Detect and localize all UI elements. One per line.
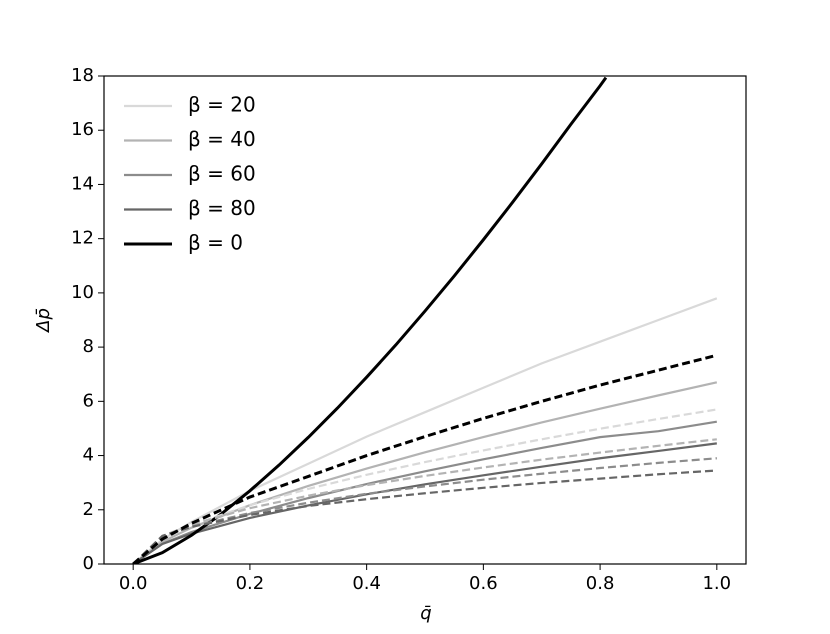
y-tick-label: 2 [83,499,94,520]
y-tick-label: 12 [71,228,94,249]
legend-label: β = 20 [188,93,256,117]
y-tick-label: 0 [83,553,94,574]
y-tick-label: 10 [71,282,94,303]
legend-label: β = 40 [188,127,256,151]
dashed-line [132,353,718,564]
line [132,297,718,564]
y-tick-label: 14 [71,173,94,194]
legend-label: β = 0 [188,231,243,255]
y-tick-label: 8 [83,336,94,357]
y-tick-label: 16 [71,119,94,140]
plot-area [132,76,718,564]
y-tick-label: 18 [71,65,94,86]
x-axis-label: q̄ [420,603,431,624]
x-tick-label: 0.0 [119,573,148,594]
plot-frame [103,75,747,565]
y-axis-label: Δp̄ [33,308,54,334]
x-tick-label: 0.2 [236,573,265,594]
dashed-line [132,469,717,564]
legend-label: β = 80 [188,196,256,220]
legend-label: β = 60 [188,162,256,186]
y-tick-label: 4 [83,445,94,466]
line [132,420,717,564]
x-tick-label: 0.4 [352,573,381,594]
x-tick-label: 0.8 [586,573,615,594]
x-tick-label: 0.6 [469,573,498,594]
dashed-line [132,438,717,564]
legend: β = 20 β = 40 β = 60 β = 80 β = 0 [124,93,256,255]
y-tick-label: 6 [83,390,94,411]
line [132,381,718,564]
x-tick-label: 1.0 [702,573,731,594]
